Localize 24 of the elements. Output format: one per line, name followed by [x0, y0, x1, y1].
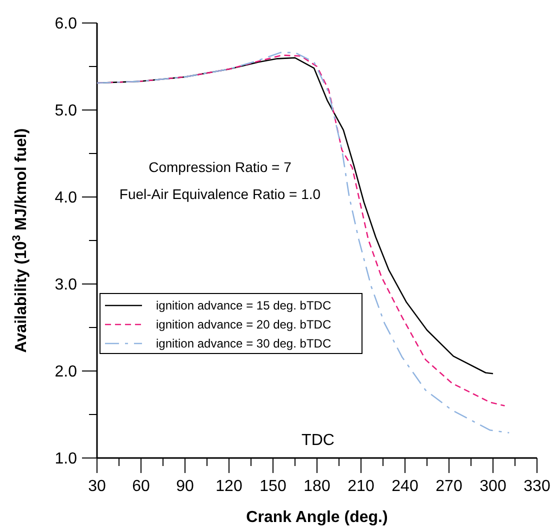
- y-tick-label: 5.0: [54, 102, 78, 120]
- x-tick-label: 90: [176, 478, 194, 495]
- x-tick-label: 240: [392, 478, 418, 495]
- x-tick-label: 270: [436, 478, 462, 495]
- legend-label: ignition advance = 20 deg. bTDC: [156, 318, 332, 332]
- y-tick-label: 1.0: [54, 450, 78, 468]
- legend-label: ignition advance = 15 deg. bTDC: [156, 298, 332, 313]
- y-tick-label: 2.0: [54, 364, 78, 381]
- x-tick-label: 150: [260, 478, 286, 495]
- annotation: Fuel-Air Equivalence Ratio = 1.0: [119, 186, 321, 202]
- x-tick-label: 120: [216, 478, 242, 495]
- y-tick-label: 6.0: [54, 16, 78, 33]
- x-tick-label: 330: [524, 478, 550, 495]
- x-tick-label: 210: [348, 478, 374, 495]
- annotation: TDC: [302, 432, 334, 449]
- x-tick-label: 30: [88, 478, 106, 495]
- x-axis-title: Crank Angle (deg.): [246, 509, 388, 526]
- x-tick-label: 300: [480, 478, 506, 495]
- y-tick-label: 4.0: [54, 190, 78, 207]
- x-tick-label: 180: [304, 478, 330, 495]
- y-tick-label: 3.0: [54, 276, 78, 294]
- x-tick-label: 60: [132, 478, 150, 495]
- annotation: Compression Ratio = 7: [148, 159, 292, 175]
- legend-label: ignition advance = 30 deg. bTDC: [156, 336, 332, 351]
